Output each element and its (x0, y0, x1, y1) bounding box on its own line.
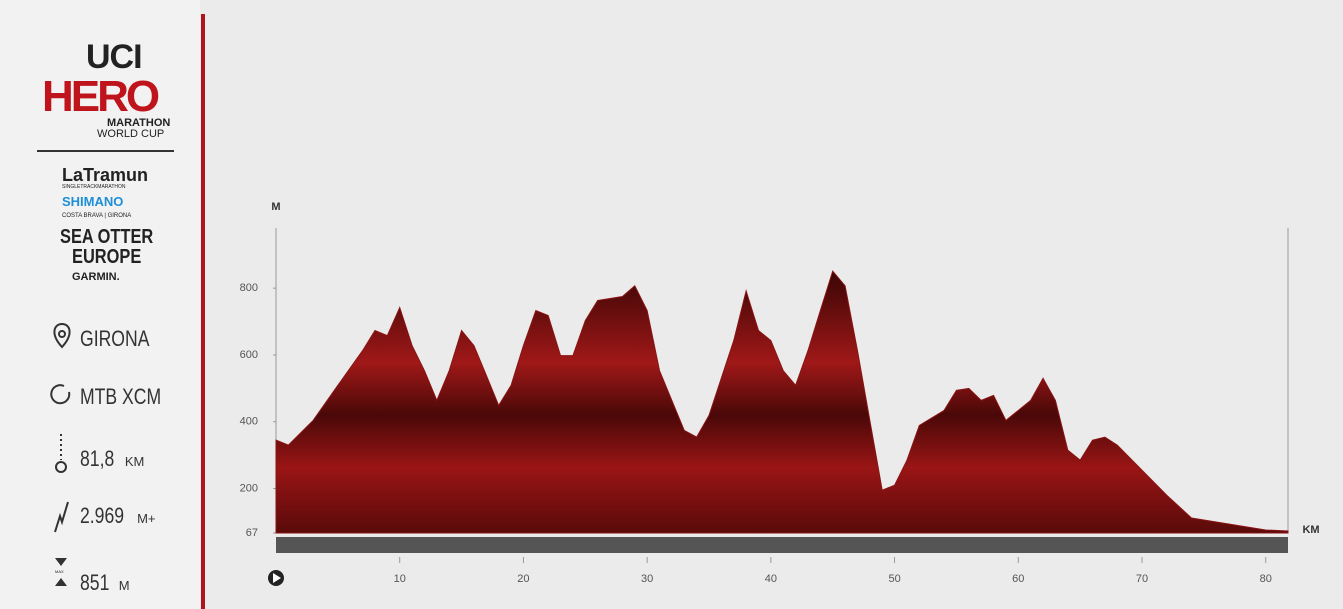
x-tick-label: 50 (888, 573, 900, 585)
elevation-gain: 2.969 (80, 503, 125, 528)
gain-icon (54, 501, 69, 533)
max-stat: 851 M (80, 570, 130, 596)
elevation-gain-unit: M+ (137, 511, 156, 526)
elevation-area (275, 270, 1289, 534)
sidebar: UCI HERO MARATHON WORLD CUP LaTramun SIN… (0, 0, 200, 609)
x-tick-label: 30 (641, 573, 653, 585)
x-tick-label: 70 (1136, 573, 1148, 585)
location-icon (53, 322, 71, 349)
y-tick-label: 67 (246, 527, 258, 539)
x-axis-label: KM (1302, 524, 1319, 536)
y-tick-label: 600 (240, 349, 258, 361)
y-axis-label: M (271, 201, 280, 213)
y-tick-label: 800 (240, 282, 258, 294)
logo-world-cup: WORLD CUP (97, 128, 165, 140)
distance-unit: KM (124, 454, 145, 469)
x-tick-label: 10 (394, 573, 406, 585)
divider (37, 150, 174, 152)
y-tick-label: 200 (240, 482, 258, 494)
divider-red (201, 14, 205, 609)
start-icon-arrow (273, 573, 281, 583)
distance-stat: 81,8 KM (80, 446, 144, 472)
sponsor-latramun-sub: SINGLETRACKMARATHON (62, 184, 126, 190)
gain-stat: 2.969 M+ (80, 503, 155, 529)
x-tick-label: 80 (1260, 573, 1272, 585)
stat-icons (50, 322, 71, 586)
x-tick-label: 20 (517, 573, 529, 585)
discipline-icon (50, 384, 71, 405)
max-label: MAX (55, 569, 64, 574)
sponsor-shimano: SHIMANO (62, 194, 124, 209)
logo-marathon: MARATHON (107, 117, 171, 129)
sponsor-seaotter: SEA OTTER (60, 226, 154, 248)
distance-icon-end (55, 461, 67, 473)
sponsor-latramun: LaTramun (62, 165, 149, 185)
y-tick-label: 400 (240, 416, 258, 428)
max-icon (55, 558, 67, 586)
location-icon-dot (58, 330, 66, 338)
distance: 81,8 (80, 446, 115, 471)
logo-uci: UCI (86, 38, 143, 76)
max-altitude: 851 (80, 570, 110, 595)
track-bar (276, 537, 1288, 553)
x-tick-label: 40 (765, 573, 777, 585)
discipline: MTB XCM (80, 384, 162, 409)
max-altitude-unit: M (118, 578, 130, 593)
location-stat: GIRONA (80, 326, 167, 352)
sponsor-garmin: GARMIN. (72, 271, 120, 283)
logo-hero: HERO (42, 72, 160, 121)
location: GIRONA (80, 326, 150, 351)
x-tick-label: 60 (1012, 573, 1024, 585)
sponsor-europe: EUROPE (72, 246, 142, 268)
discipline-stat: MTB XCM (80, 384, 181, 410)
sponsor-costa: COSTA BRAVA | GIRONA (62, 213, 132, 219)
